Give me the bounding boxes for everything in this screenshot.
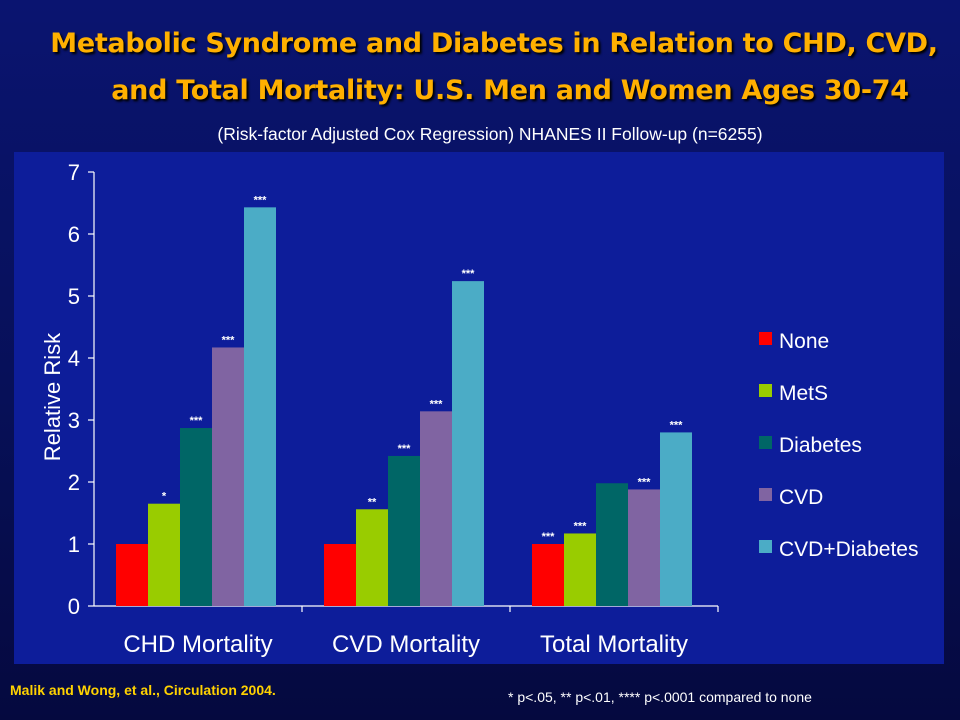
significance-label: *** [222,334,236,346]
y-tick-label: 0 [68,594,80,619]
y-tick-label: 3 [68,408,80,433]
significance-label: *** [542,531,556,543]
legend-swatch [759,384,772,397]
bar-cvd-diabetes [660,432,692,606]
y-tick-label: 1 [68,532,80,557]
bar-none [116,544,148,606]
significance-label: * [162,491,167,503]
y-axis-title: Relative Risk [40,332,65,461]
chart-title-line2: and Total Mortality: U.S. Men and Women … [111,75,909,106]
significance-label: *** [398,443,412,455]
significance-label: *** [574,520,588,532]
bar-cvd [420,411,452,606]
legend-label: Diabetes [779,434,862,457]
bar-mets [148,503,180,606]
significance-label: *** [430,398,444,410]
bar-cvd-diabetes [452,281,484,606]
bar-diabetes [388,455,420,606]
significance-label: *** [638,476,652,488]
chart-panel: 0 1 2 3 4 5 6 7 Relative Risk * *** *** *** CHD Morta… [14,152,944,664]
bar-cvd [212,347,244,606]
significance-label: *** [254,194,268,206]
bar-mets [356,509,388,606]
citation: Malik and Wong, et al., Circulation 2004… [10,682,276,698]
y-tick-label: 4 [68,346,80,371]
significance-footnote: * p<.05, ** p<.01, **** p<.0001 compared… [508,689,812,705]
legend-label: MetS [779,382,828,405]
significance-label: *** [670,419,684,431]
y-tick-label: 5 [68,284,80,309]
chart-subtitle: (Risk-factor Adjusted Cox Regression) NH… [217,124,763,144]
significance-label: *** [462,268,476,280]
legend-swatch [759,540,772,553]
legend-label: None [779,330,829,353]
y-tick-label: 6 [68,222,80,247]
x-category-label: CVD Mortality [332,631,480,658]
chart-title-line1: Metabolic Syndrome and Diabetes in Relat… [50,28,938,59]
legend-label: CVD [779,486,823,509]
bar-diabetes [180,428,212,606]
x-category-label: Total Mortality [540,631,688,658]
bar-diabetes [596,483,628,606]
significance-label: *** [190,415,204,427]
x-category-label: CHD Mortality [123,631,272,658]
bar-cvd-diabetes [244,207,276,606]
bar-cvd [628,489,660,606]
legend-swatch [759,488,772,501]
bar-none [532,544,564,606]
legend-label: CVD+Diabetes [779,538,918,561]
significance-label: ** [368,496,377,508]
legend-swatch [759,332,772,345]
y-tick-label: 7 [68,160,80,185]
bar-mets [564,533,596,606]
bar-none [324,544,356,606]
legend-swatch [759,436,772,449]
y-tick-label: 2 [68,470,80,495]
